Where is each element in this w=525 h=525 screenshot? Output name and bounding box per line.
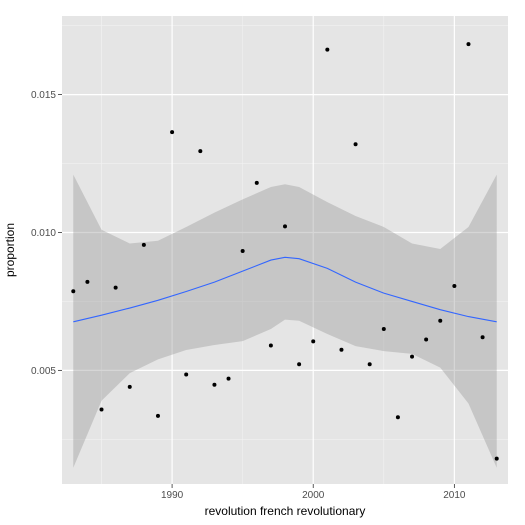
x-axis-title: revolution french revolutionary	[205, 504, 366, 518]
y-axis-title: proportion	[3, 223, 17, 277]
data-point	[438, 318, 443, 323]
y-axis: 0.005 0.010 0.015	[31, 90, 62, 377]
data-point	[113, 285, 118, 290]
data-point	[170, 130, 175, 135]
data-point	[254, 180, 259, 185]
x-tick-label: 2010	[443, 490, 466, 501]
y-tick-label: 0.010	[31, 228, 56, 239]
data-point	[226, 376, 231, 381]
data-point	[268, 343, 273, 348]
data-point	[410, 354, 415, 359]
confidence-band	[73, 174, 497, 468]
data-point	[480, 335, 485, 340]
data-point	[141, 242, 146, 247]
data-point	[424, 337, 429, 342]
data-point	[240, 248, 245, 253]
data-point	[339, 347, 344, 352]
x-tick-label: 1990	[161, 490, 184, 501]
data-point	[452, 283, 457, 288]
data-point	[85, 279, 90, 284]
x-axis: 1990 2000 2010	[161, 484, 466, 501]
data-point	[212, 382, 217, 387]
data-point	[283, 224, 287, 229]
data-point	[381, 327, 386, 332]
data-point	[184, 372, 189, 377]
data-point	[395, 415, 400, 420]
data-point	[297, 362, 302, 367]
data-point	[367, 362, 372, 367]
data-point	[71, 289, 76, 294]
data-point	[127, 384, 132, 389]
data-point	[198, 149, 203, 154]
data-point	[99, 407, 104, 412]
data-points	[71, 42, 499, 461]
data-point	[466, 42, 471, 47]
y-tick-label: 0.005	[31, 366, 56, 377]
data-point	[325, 47, 330, 52]
data-point	[494, 456, 499, 461]
x-tick-label: 2000	[302, 490, 325, 501]
data-point	[155, 413, 160, 418]
data-point	[311, 339, 316, 344]
y-tick-label: 0.015	[31, 90, 56, 101]
data-point	[353, 142, 358, 147]
smooth-trend-line	[73, 256, 497, 323]
major-gridlines	[62, 16, 508, 484]
